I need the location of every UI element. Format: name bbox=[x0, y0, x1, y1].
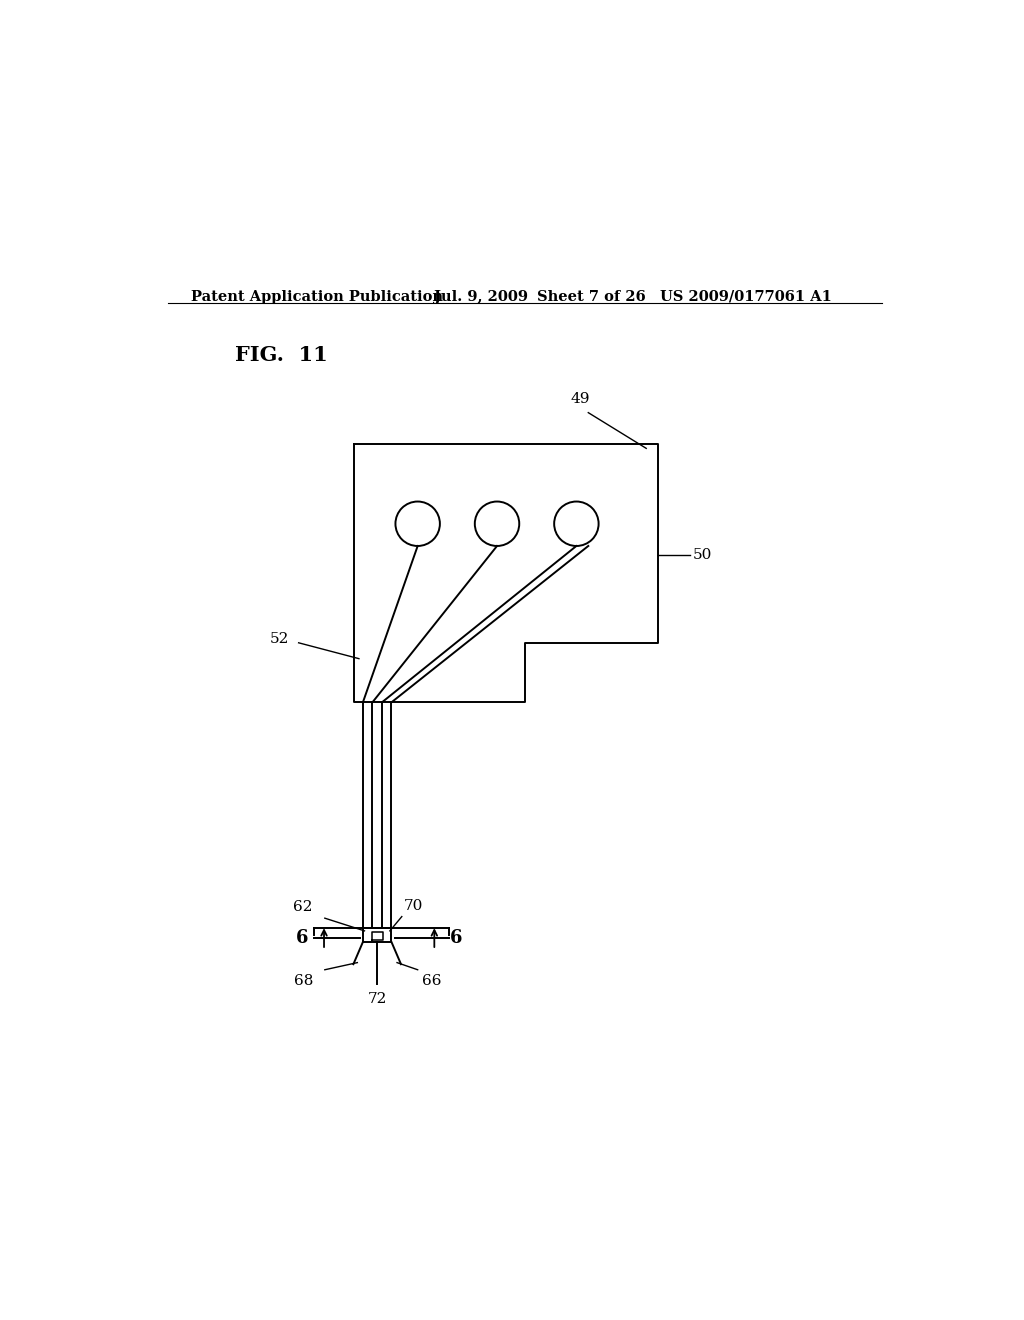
Text: FIG.  11: FIG. 11 bbox=[236, 346, 328, 366]
Text: 68: 68 bbox=[294, 974, 313, 987]
Text: 6: 6 bbox=[296, 928, 308, 946]
Text: 6: 6 bbox=[451, 928, 463, 946]
Text: 62: 62 bbox=[293, 900, 312, 915]
Text: 50: 50 bbox=[693, 549, 713, 562]
Text: 49: 49 bbox=[570, 392, 590, 407]
Text: Jul. 9, 2009: Jul. 9, 2009 bbox=[433, 289, 527, 304]
Text: Sheet 7 of 26: Sheet 7 of 26 bbox=[537, 289, 645, 304]
Text: US 2009/0177061 A1: US 2009/0177061 A1 bbox=[659, 289, 831, 304]
Text: Patent Application Publication: Patent Application Publication bbox=[191, 289, 443, 304]
Text: 52: 52 bbox=[269, 632, 289, 645]
Text: 66: 66 bbox=[422, 974, 441, 987]
Text: 70: 70 bbox=[404, 899, 424, 912]
Text: 72: 72 bbox=[368, 991, 387, 1006]
